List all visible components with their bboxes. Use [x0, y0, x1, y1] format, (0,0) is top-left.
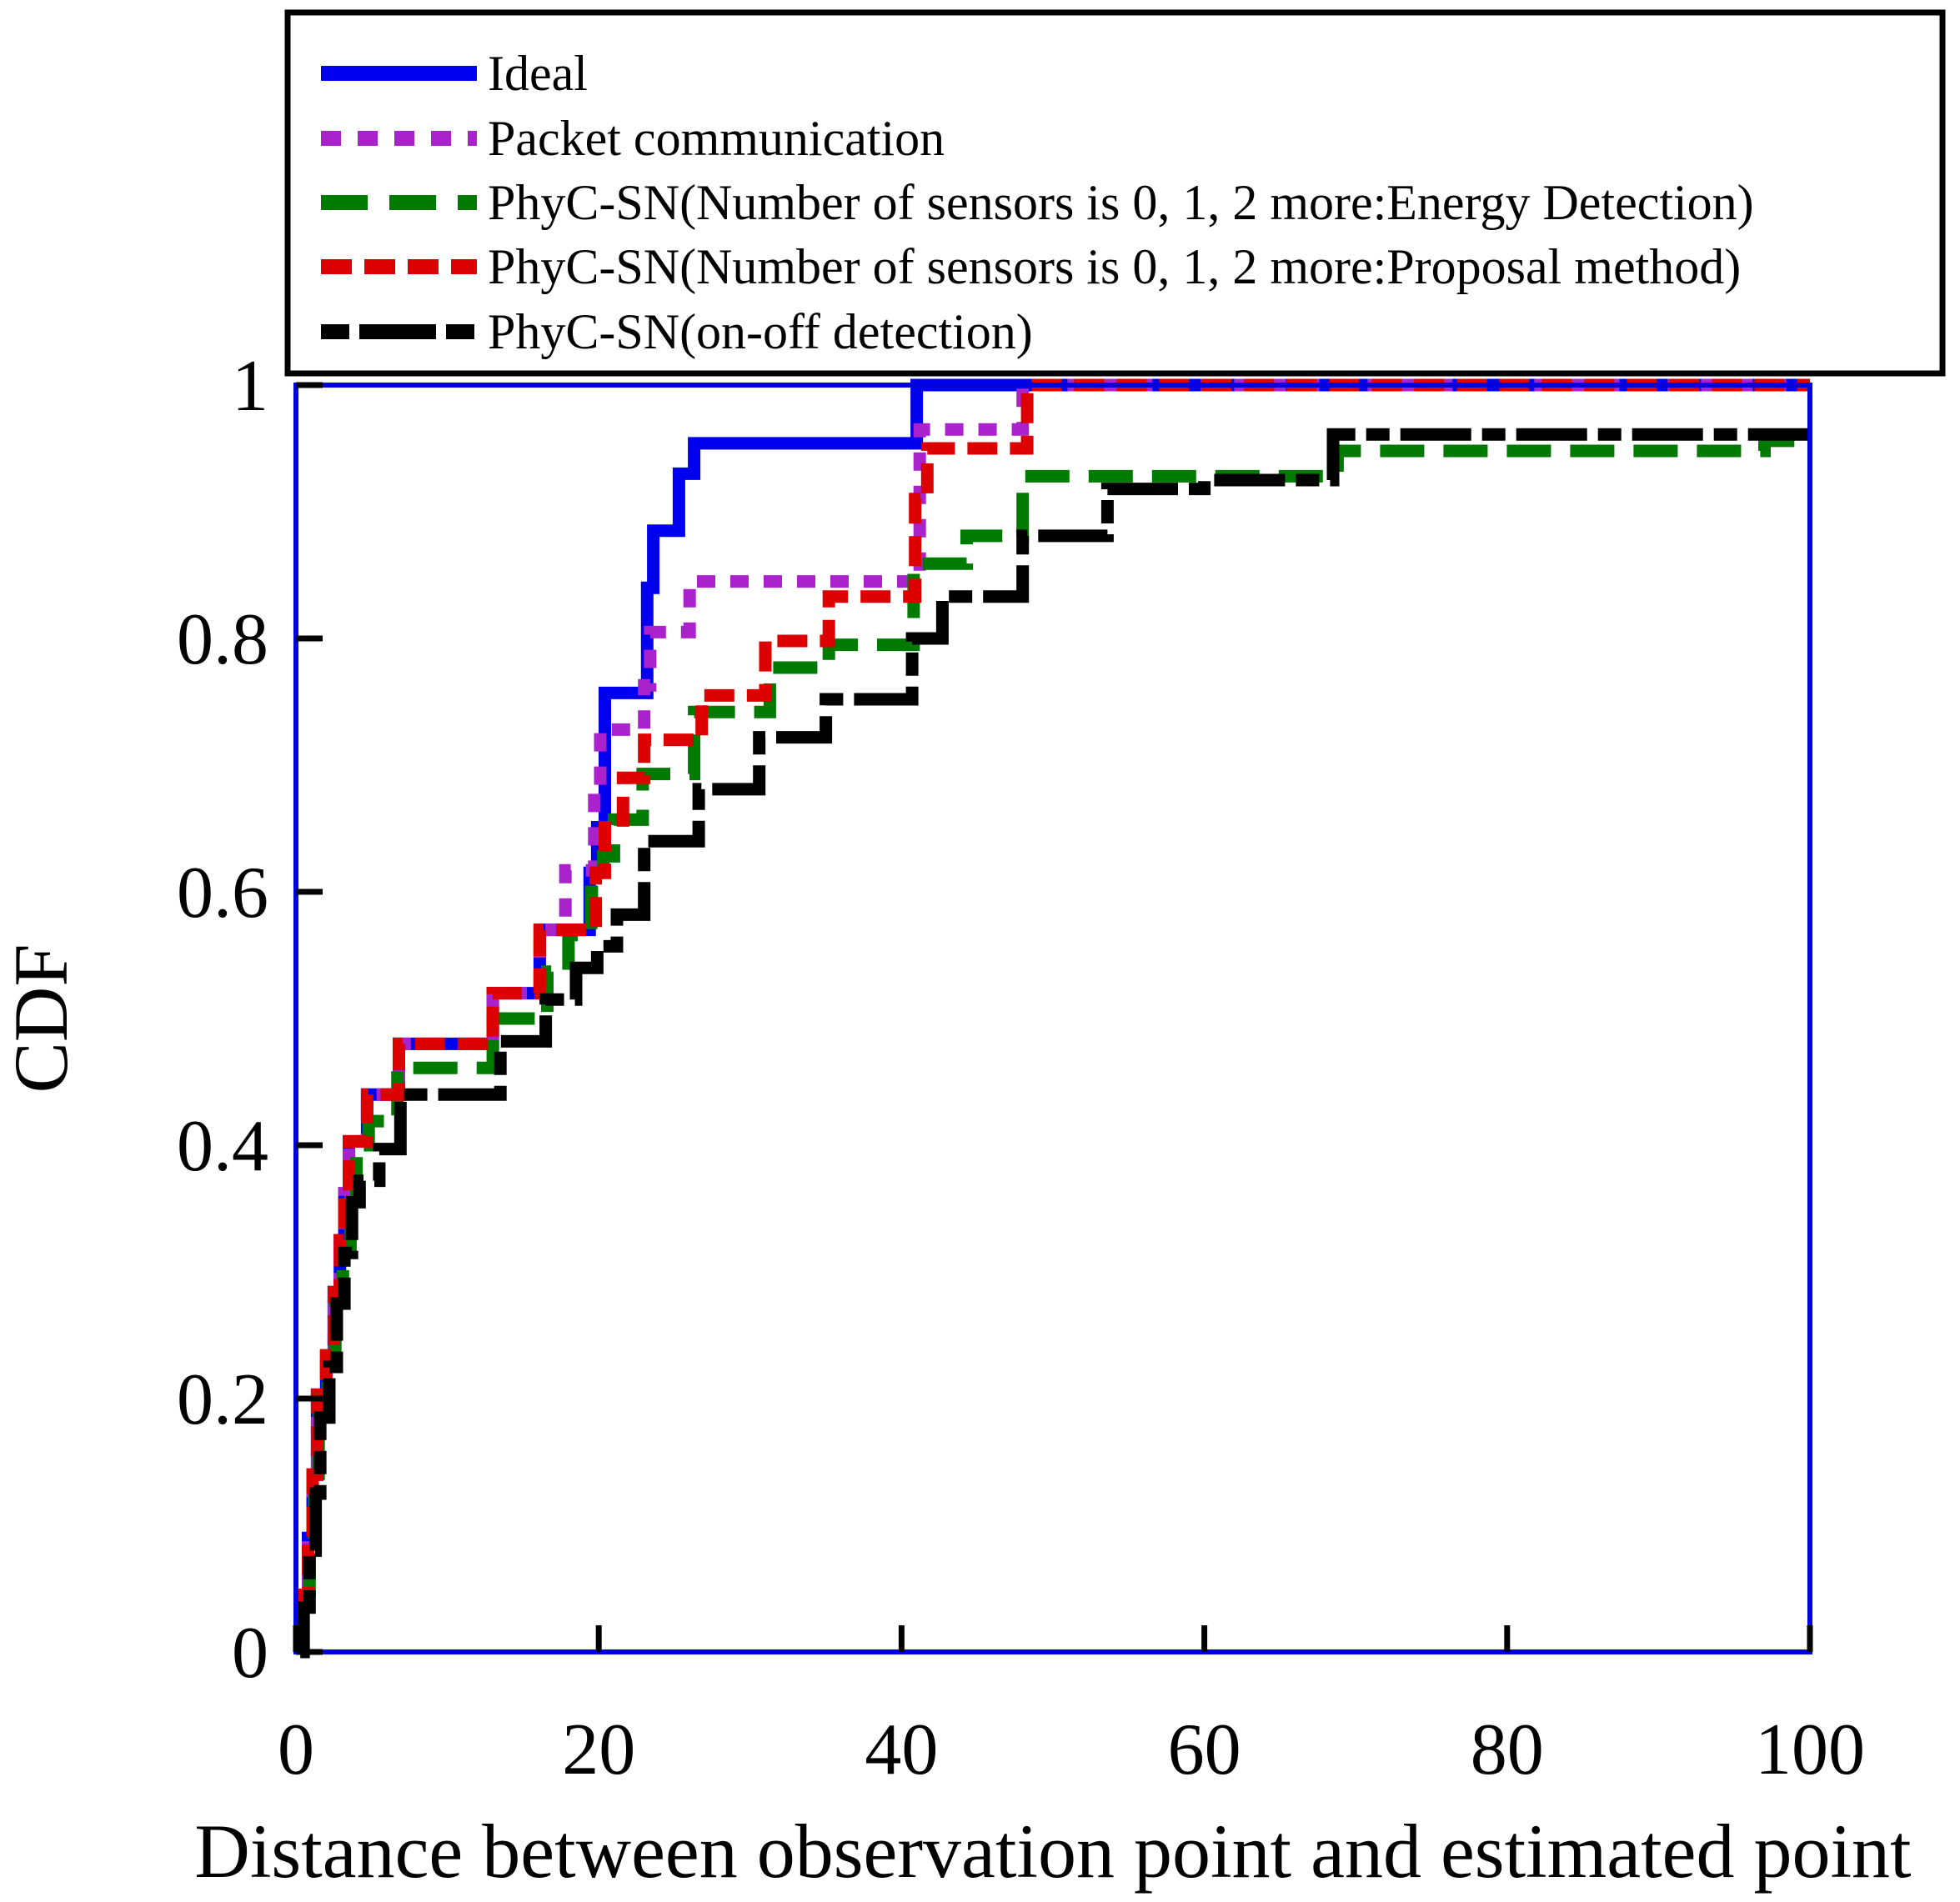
y-tick-label: 0.8 [177, 599, 268, 680]
legend-item-2: Packet communication [321, 111, 945, 166]
y-tick-label: 1 [232, 346, 268, 427]
legend-label: PhyC-SN(on-off detection) [488, 304, 1033, 359]
y-axis-tick-labels: 0 0.2 0.4 0.6 0.8 1 [177, 346, 268, 1694]
y-axis-title: CDF [0, 944, 83, 1094]
x-tick-label: 80 [1471, 1709, 1544, 1790]
y-tick-label: 0 [232, 1613, 268, 1694]
legend-items: Ideal Packet communication PhyC-SN(Number … [321, 46, 1754, 359]
y-tick-label: 0.6 [177, 853, 268, 933]
legend-label: PhyC-SN(Number of sensors is 0, 1, 2 mor… [488, 239, 1741, 294]
series-lines [295, 378, 1810, 1659]
legend-item-1: Ideal [321, 46, 588, 101]
x-axis-title: Distance between observation point and e… [194, 1809, 1912, 1894]
legend: Ideal Packet communication PhyC-SN(Number … [284, 9, 1946, 377]
x-tick-label: 60 [1168, 1709, 1241, 1790]
x-tick-label: 100 [1755, 1709, 1865, 1790]
series-line-5 [297, 428, 1810, 1659]
y-axis-ticks [296, 382, 323, 1655]
y-tick-label: 0.2 [177, 1359, 268, 1440]
plot-frame [293, 383, 1812, 1654]
x-tick-label: 20 [562, 1709, 635, 1790]
x-axis-tick-labels: 0 20 40 60 80 100 [278, 1709, 1865, 1790]
legend-label: PhyC-SN(Number of sensors is 0, 1, 2 mor… [488, 175, 1754, 230]
legend-box [284, 9, 1946, 377]
legend-label: Packet communication [488, 111, 945, 166]
legend-item-3: PhyC-SN(Number of sensors is 0, 1, 2 mor… [321, 175, 1754, 230]
legend-label: Ideal [488, 46, 588, 101]
legend-item-5: PhyC-SN(on-off detection) [321, 304, 1033, 359]
x-axis-ticks [293, 1625, 1813, 1652]
x-tick-label: 40 [865, 1709, 938, 1790]
x-tick-label: 0 [278, 1709, 314, 1790]
y-tick-label: 0.4 [177, 1106, 268, 1187]
series-line-4 [295, 378, 1810, 1659]
legend-item-4: PhyC-SN(Number of sensors is 0, 1, 2 mor… [321, 239, 1741, 294]
